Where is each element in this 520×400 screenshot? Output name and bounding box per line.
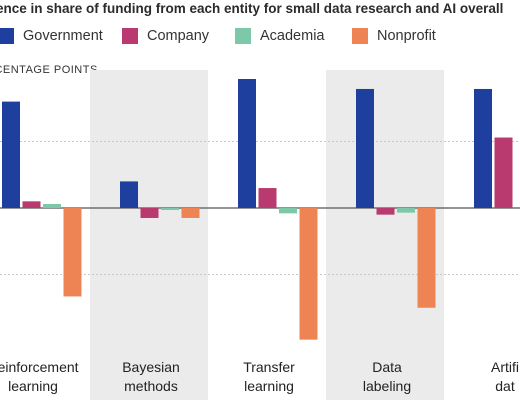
category-label: Reinforcement learning <box>0 359 79 394</box>
bar-government-4 <box>474 88 492 208</box>
category-label-line: Artifi <box>491 359 519 375</box>
legend-swatch-academia <box>235 28 251 44</box>
bar-company-3 <box>376 208 395 215</box>
category-label-line: learning <box>244 378 294 394</box>
bar-academia-1 <box>161 208 179 210</box>
legend-item-company: Company <box>122 28 209 44</box>
bar-nonprofit-1 <box>181 208 200 218</box>
bar-nonprofit-3 <box>417 208 436 308</box>
chart-title: ence in share of funding from each entit… <box>0 1 504 16</box>
category-label: Transfer learning <box>243 359 295 394</box>
category-label: Artifi dat <box>491 359 519 394</box>
column-shading <box>90 70 208 400</box>
bar-government-0 <box>2 101 20 208</box>
legend-item-nonprofit: Nonprofit <box>352 28 436 44</box>
bar-academia-2 <box>279 208 297 214</box>
bar-company-0 <box>22 201 41 208</box>
legend-item-government: Government <box>0 28 103 44</box>
category-label-line: labeling <box>363 378 411 394</box>
legend-label-nonprofit: Nonprofit <box>377 28 436 44</box>
bar-company-2 <box>258 188 277 208</box>
bar-academia-3 <box>397 208 415 213</box>
category-label-line: Bayesian <box>122 359 180 375</box>
bar-government-1 <box>120 181 138 208</box>
legend-swatch-company <box>122 28 138 44</box>
legend-item-academia: Academia <box>235 28 324 44</box>
category-label-line: Transfer <box>243 359 295 375</box>
bar-nonprofit-2 <box>299 208 318 340</box>
bar-company-4 <box>494 137 513 208</box>
category-label: Bayesian methods <box>122 359 180 394</box>
category-label-line: methods <box>124 378 178 394</box>
y-axis-unit-label: RCENTAGE POINTS <box>0 64 98 76</box>
category-label: Data labeling <box>363 359 411 394</box>
category-label-line: Data <box>372 359 402 375</box>
legend-swatch-government <box>0 28 14 44</box>
category-label-line: Reinforcement <box>0 359 79 375</box>
category-label-line: dat <box>495 378 515 394</box>
legend-label-academia: Academia <box>260 28 325 44</box>
legend-label-government: Government <box>23 28 103 44</box>
category-label-line: learning <box>8 378 58 394</box>
legend: Government Company Academia Nonprofit <box>0 28 520 48</box>
bar-government-2 <box>238 78 256 209</box>
bar-company-1 <box>140 208 159 218</box>
bar-government-3 <box>356 88 374 208</box>
bar-academia-0 <box>43 204 61 208</box>
bar-nonprofit-0 <box>63 208 82 297</box>
legend-swatch-nonprofit <box>352 28 368 44</box>
legend-label-company: Company <box>147 28 210 44</box>
